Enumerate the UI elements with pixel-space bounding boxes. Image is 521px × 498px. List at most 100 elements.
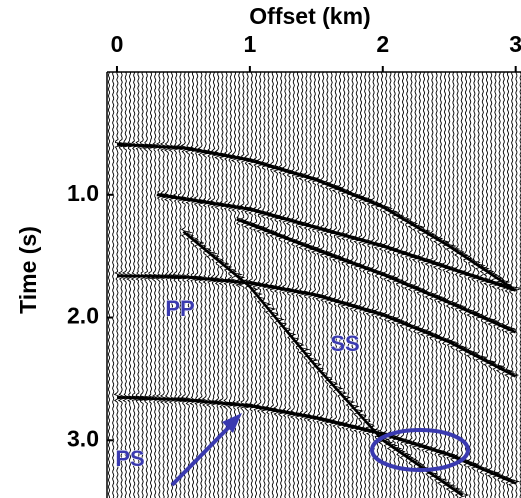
trace — [264, 72, 277, 498]
x-tick-label: 1 — [243, 31, 256, 57]
trace — [117, 72, 130, 498]
event-line — [182, 230, 464, 497]
trace — [245, 72, 260, 498]
x-tick-label: 2 — [376, 31, 389, 57]
trace — [268, 72, 281, 498]
highlight-ellipse — [370, 428, 470, 472]
traces — [107, 72, 521, 498]
y-tick-label: 1.0 — [67, 180, 99, 206]
event-line — [116, 143, 517, 292]
trace — [112, 72, 115, 498]
trace — [302, 72, 314, 498]
event-line — [116, 396, 517, 485]
trace — [382, 72, 395, 498]
trace — [130, 72, 142, 498]
arrow-head — [222, 413, 242, 433]
trace — [214, 72, 227, 498]
trace — [209, 72, 223, 498]
trace — [168, 72, 179, 498]
trace — [515, 72, 518, 498]
trace — [357, 72, 369, 498]
trace — [390, 72, 403, 498]
annotation: SS — [330, 331, 359, 356]
trace — [139, 72, 151, 498]
trace — [151, 72, 163, 498]
y-tick-label: 2.0 — [67, 303, 99, 329]
trace — [470, 72, 481, 498]
trace — [462, 72, 474, 498]
trace — [331, 72, 344, 498]
x-tick-label: 3 — [509, 31, 521, 57]
trace — [458, 72, 471, 498]
trace — [155, 72, 168, 498]
events — [116, 143, 517, 497]
trace — [222, 72, 235, 498]
trace — [361, 72, 373, 498]
trace — [399, 72, 412, 498]
trace — [504, 72, 516, 498]
trace — [403, 72, 414, 498]
trace — [474, 72, 487, 498]
trace — [135, 72, 146, 498]
y-axis-label: Time (s) — [15, 226, 41, 314]
trace — [306, 72, 319, 498]
trace — [416, 72, 428, 498]
trace — [319, 72, 332, 498]
trace — [189, 72, 201, 498]
annotation: PS — [115, 446, 144, 471]
trace — [336, 72, 348, 498]
trace — [323, 72, 335, 498]
trace — [487, 72, 499, 498]
trace — [441, 72, 453, 498]
trace — [411, 72, 424, 498]
trace — [197, 72, 209, 498]
trace — [328, 72, 340, 498]
trace — [205, 72, 218, 498]
trace — [193, 72, 206, 498]
trace — [453, 72, 466, 498]
annotation: PP — [165, 296, 194, 321]
trace — [424, 72, 437, 498]
trace — [428, 72, 440, 498]
trace — [121, 72, 134, 498]
trace — [176, 72, 187, 498]
trace — [126, 72, 137, 498]
trace — [172, 72, 184, 498]
trace — [466, 72, 479, 498]
event-line — [236, 218, 517, 334]
trace — [340, 72, 352, 498]
trace — [394, 72, 407, 498]
trace — [420, 72, 432, 498]
trace — [483, 72, 496, 498]
trace — [218, 72, 231, 498]
trace — [285, 72, 298, 498]
event-line — [156, 193, 517, 292]
x-axis-label: Offset (km) — [249, 3, 370, 29]
trace — [445, 72, 458, 498]
trace — [386, 72, 399, 498]
trace — [315, 72, 326, 498]
trace — [450, 72, 462, 498]
trace — [277, 72, 289, 498]
trace — [281, 72, 294, 498]
trace — [201, 72, 214, 498]
arrow-shaft — [170, 422, 234, 487]
trace — [180, 72, 193, 498]
trace — [432, 72, 445, 498]
trace — [508, 72, 521, 498]
trace — [376, 72, 390, 498]
trace — [147, 72, 159, 498]
trace — [159, 72, 172, 498]
trace — [479, 72, 491, 498]
annotation-shapes — [170, 413, 470, 487]
x-tick-label: 0 — [111, 31, 124, 57]
event-line — [116, 274, 517, 378]
trace — [294, 72, 306, 498]
trace — [310, 72, 323, 498]
trace — [235, 72, 247, 498]
trace — [237, 72, 254, 498]
trace — [184, 72, 197, 498]
trace — [113, 72, 126, 498]
trace — [436, 72, 449, 498]
